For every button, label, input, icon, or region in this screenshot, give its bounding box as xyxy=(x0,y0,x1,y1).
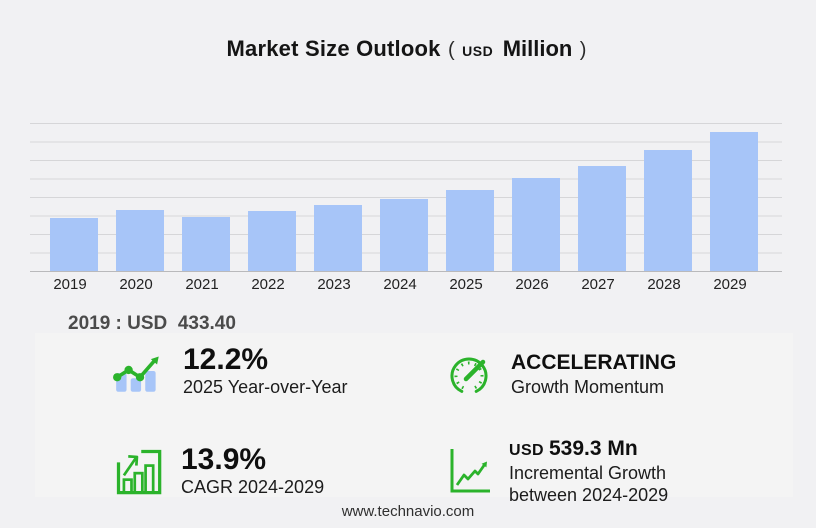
stat-value: ACCELERATING xyxy=(511,351,677,374)
x-tick-2020: 2020 xyxy=(119,276,153,293)
chart-growth-box-icon xyxy=(112,445,164,497)
stat-label-line2: between 2024-2029 xyxy=(509,485,669,505)
stat-value: 12.2% xyxy=(183,343,269,376)
stat-year-over-year: 12.2% 2025 Year-over-Year xyxy=(112,344,347,398)
x-tick-2025: 2025 xyxy=(449,276,483,293)
bar-2025 xyxy=(446,189,494,271)
stat-label: Growth Momentum xyxy=(511,377,665,397)
stat-value: 13.9% xyxy=(181,443,267,476)
stat-label: CAGR 2024-2029 xyxy=(181,477,325,497)
page-title: Market Size Outlook ( USD Million ) xyxy=(0,36,816,62)
x-tick-2024: 2024 xyxy=(383,276,417,293)
stat-label: 2025 Year-over-Year xyxy=(183,377,348,397)
title-main: Market Size Outlook xyxy=(226,36,441,61)
stats-panel xyxy=(35,333,793,497)
website-url: www.technavio.com xyxy=(341,503,475,520)
bar-2023 xyxy=(314,205,362,271)
x-tick-2022: 2022 xyxy=(251,276,285,293)
bar-2021 xyxy=(182,216,230,271)
bar-2026 xyxy=(512,178,560,271)
stat-value: 539.3 Mn xyxy=(548,437,638,460)
base-year-note: 2019 : USD 433.40 xyxy=(68,313,236,334)
x-tick-2021: 2021 xyxy=(185,276,219,293)
speedometer-icon xyxy=(444,352,494,396)
x-axis-labels: 2019 2020 2021 2022 2023 2024 2025 2026 2027 2028… xyxy=(30,276,782,296)
stat-incremental-growth: USD 539.3 Mn Incremental Growth between 2… xyxy=(444,436,668,506)
title-unit-currency: USD xyxy=(462,43,494,59)
x-tick-2019: 2019 xyxy=(53,276,87,293)
bar-chart-trend-icon xyxy=(112,345,166,397)
stat-value-prefix: USD xyxy=(509,442,544,459)
bar-2029 xyxy=(710,132,758,271)
x-tick-2028: 2028 xyxy=(647,276,681,293)
title-unit-scale: Million xyxy=(502,36,573,61)
bar-2020 xyxy=(116,210,164,271)
bar-2028 xyxy=(644,150,692,271)
title-paren-close: ) xyxy=(579,39,587,61)
x-tick-2026: 2026 xyxy=(515,276,549,293)
bar-2019 xyxy=(50,217,98,271)
stat-cagr: 13.9% CAGR 2024-2029 xyxy=(112,444,324,498)
bar-2024 xyxy=(380,198,428,271)
stat-growth-momentum: ACCELERATING Growth Momentum xyxy=(444,350,676,398)
plot-area xyxy=(30,123,782,272)
axes-growth-icon xyxy=(444,445,492,497)
x-tick-2029: 2029 xyxy=(713,276,747,293)
title-paren-open: ( xyxy=(448,39,455,61)
x-tick-2023: 2023 xyxy=(317,276,351,293)
bar-2022 xyxy=(248,210,296,271)
stat-label: Incremental Growth xyxy=(509,463,667,483)
x-tick-2027: 2027 xyxy=(581,276,615,293)
bar-2027 xyxy=(578,165,626,271)
